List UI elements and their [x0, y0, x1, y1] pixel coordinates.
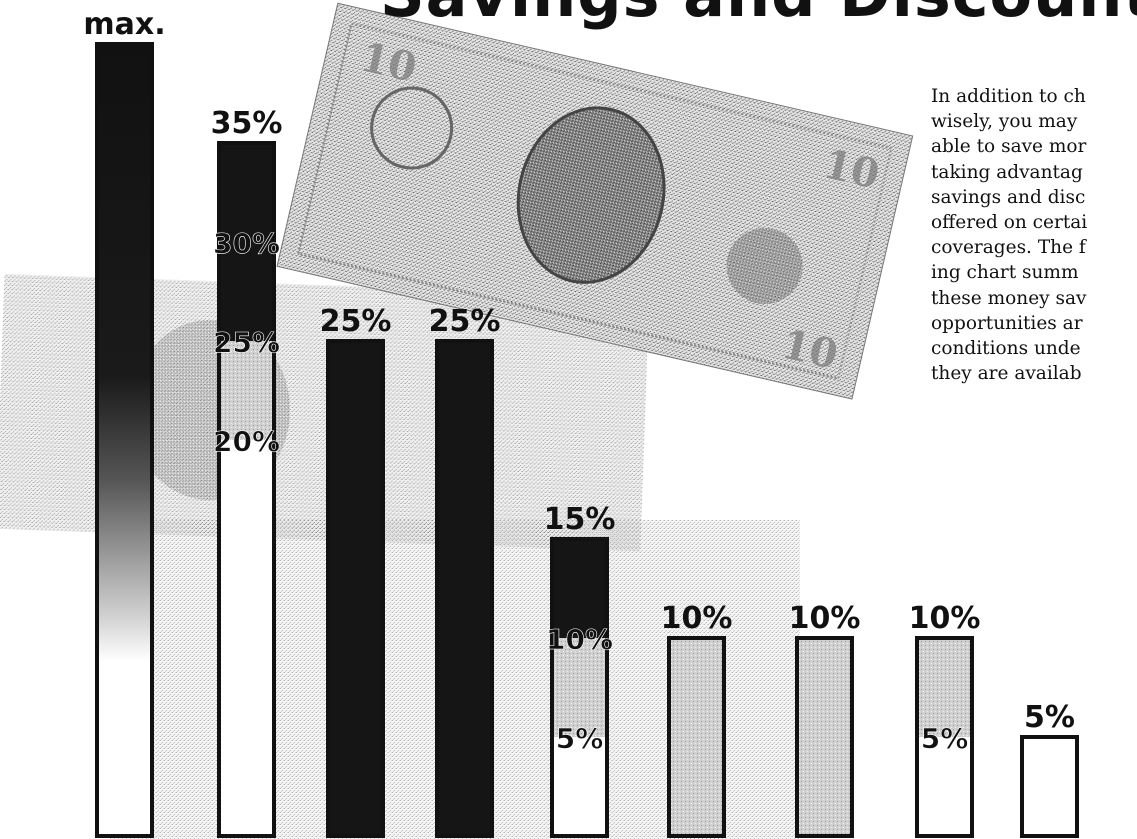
labels-layer: max. 35% 30% 25% 20% 25% 25% 15% 10% 5% 10% 10% 10% 5…	[83, 7, 1075, 755]
bar-9-fill	[1022, 737, 1077, 836]
ten-dollar-bill-front-icon: 10 10 10	[276, 2, 914, 400]
bar-8-segment-1	[917, 638, 972, 737]
bar-2-inner-label-1: 30%	[213, 227, 280, 260]
bar-2	[217, 141, 276, 838]
bar-2-segment-3	[219, 440, 274, 836]
bar-6	[667, 636, 726, 838]
bar-6-top-label: 10%	[661, 601, 733, 636]
bar-8-top-label: 10%	[909, 601, 981, 636]
bar-1-top-label: max.	[83, 7, 165, 42]
bar-9-top-label: 5%	[1024, 700, 1075, 735]
intro-paragraph: In addition to ch wisely, you may able t…	[931, 86, 1088, 385]
bar-8-segment-2	[917, 737, 972, 836]
bar-5-inner-label-2: 5%	[556, 722, 604, 755]
bar-2-inner-label-3: 20%	[213, 425, 280, 458]
bar-5	[550, 537, 609, 838]
bar-8	[915, 636, 974, 838]
bar-5-segment-1	[552, 539, 607, 638]
bar-2-top-label: 35%	[211, 106, 283, 141]
bar-5-segment-3	[552, 737, 607, 836]
bar-9	[1020, 735, 1079, 838]
bar-8-inner-label-1: 5%	[921, 722, 969, 755]
bar-5-top-label: 15%	[544, 502, 616, 537]
bar-4-top-label: 25%	[429, 304, 501, 339]
bar-2-segment-1	[219, 143, 274, 341]
bar-7-top-label: 10%	[789, 601, 861, 636]
bar-4-fill	[437, 341, 492, 836]
bar-3	[326, 339, 385, 838]
bar-1-fill	[97, 44, 152, 836]
bar-2-segment-2	[219, 341, 274, 440]
bar-2-inner-label-2: 25%	[213, 326, 280, 359]
bar-3-top-label: 25%	[320, 304, 392, 339]
bar-5-inner-label-1: 10%	[546, 623, 613, 656]
bar-1	[95, 42, 154, 838]
page-title: Savings and Discounts	[380, 0, 1137, 31]
bar-4	[435, 339, 494, 838]
bar-7-fill	[797, 638, 852, 836]
bars-layer	[95, 42, 1079, 838]
bar-7	[795, 636, 854, 838]
bar-3-fill	[328, 341, 383, 836]
bar-5-segment-2	[552, 638, 607, 737]
bar-6-fill	[669, 638, 724, 836]
